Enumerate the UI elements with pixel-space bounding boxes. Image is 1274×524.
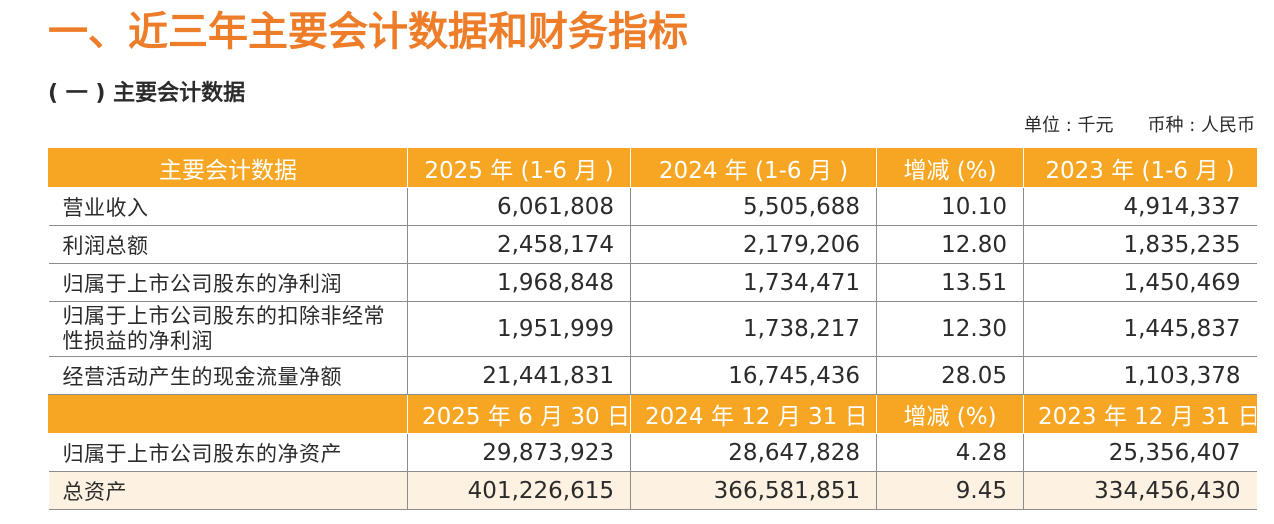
table-row: 归属于上市公司股东的扣除非经常性损益的净利润 1,951,999 1,738,2… <box>48 301 1257 357</box>
currency-label: 币种 : 人民币 <box>1147 115 1255 136</box>
unit-note: 单位 : 千元 币种 : 人民币 <box>1024 112 1255 140</box>
table-cell: 1,734,471 <box>630 263 877 302</box>
table-header-row: 主要会计数据 2025 年 (1-6 月 ) 2024 年 (1-6 月 ) 增… <box>48 148 1257 188</box>
row-label: 经营活动产生的现金流量净额 <box>48 356 408 395</box>
table-subheader-row: 2025 年 6 月 30 日 2024 年 12 月 31 日 增减 (%) … <box>48 394 1257 434</box>
page-title: 一、近三年主要会计数据和财务指标 <box>48 9 688 55</box>
table-row: 归属于上市公司股东的净利润 1,968,848 1,734,471 13.51 … <box>48 263 1257 302</box>
table-cell: 25,356,407 <box>1023 433 1257 472</box>
table-row: 营业收入 6,061,808 5,505,688 10.10 4,914,337 <box>48 187 1257 226</box>
table-cell: 5,505,688 <box>630 187 877 226</box>
table-cell: 28,647,828 <box>630 433 877 472</box>
column-header: 2025 年 6 月 30 日 <box>407 394 631 434</box>
table-cell: 10.10 <box>876 187 1024 226</box>
table-cell: 16,745,436 <box>630 356 877 395</box>
table-cell: 6,061,808 <box>407 187 631 226</box>
column-header: 增减 (%) <box>876 394 1024 434</box>
table-cell: 366,581,851 <box>630 471 877 510</box>
column-header: 增减 (%) <box>876 148 1024 188</box>
row-label: 归属于上市公司股东的净利润 <box>48 263 408 302</box>
table-cell: 29,873,923 <box>407 433 631 472</box>
table-cell: 9.45 <box>876 471 1024 510</box>
table-cell: 4.28 <box>876 433 1024 472</box>
table-cell: 28.05 <box>876 356 1024 395</box>
table-row: 归属于上市公司股东的净资产 29,873,923 28,647,828 4.28… <box>48 433 1257 472</box>
column-header: 2023 年 (1-6 月 ) <box>1023 148 1257 188</box>
table-cell: 334,456,430 <box>1023 471 1257 510</box>
section-title: ( 一 ) 主要会计数据 <box>48 81 246 106</box>
column-header <box>48 394 408 434</box>
table-cell: 2,179,206 <box>630 225 877 264</box>
column-header: 2023 年 12 月 31 日 <box>1023 394 1257 434</box>
table-cell: 12.30 <box>876 301 1024 357</box>
column-header: 2025 年 (1-6 月 ) <box>407 148 631 188</box>
table-cell: 4,914,337 <box>1023 187 1257 226</box>
table-cell: 1,738,217 <box>630 301 877 357</box>
accounting-data-table: 主要会计数据 2025 年 (1-6 月 ) 2024 年 (1-6 月 ) 增… <box>48 148 1257 510</box>
table-cell: 1,968,848 <box>407 263 631 302</box>
table-row: 经营活动产生的现金流量净额 21,441,831 16,745,436 28.0… <box>48 356 1257 395</box>
row-label: 归属于上市公司股东的净资产 <box>48 433 408 472</box>
table-cell: 12.80 <box>876 225 1024 264</box>
unit-label: 单位 : 千元 <box>1023 115 1114 136</box>
table-cell: 1,951,999 <box>407 301 631 357</box>
row-label: 利润总额 <box>48 225 408 264</box>
table-cell: 1,445,837 <box>1023 301 1257 357</box>
table-row: 总资产 401,226,615 366,581,851 9.45 334,456… <box>48 471 1257 510</box>
table-cell: 1,450,469 <box>1023 263 1257 302</box>
table-cell: 2,458,174 <box>407 225 631 264</box>
table-cell: 1,835,235 <box>1023 225 1257 264</box>
row-label: 总资产 <box>48 471 408 510</box>
table-cell: 1,103,378 <box>1023 356 1257 395</box>
table-cell: 21,441,831 <box>407 356 631 395</box>
column-header: 2024 年 12 月 31 日 <box>630 394 877 434</box>
row-label: 营业收入 <box>48 187 408 226</box>
row-label: 归属于上市公司股东的扣除非经常性损益的净利润 <box>48 301 408 357</box>
table-cell: 13.51 <box>876 263 1024 302</box>
table-row: 利润总额 2,458,174 2,179,206 12.80 1,835,235 <box>48 225 1257 264</box>
table-cell: 401,226,615 <box>407 471 631 510</box>
column-header: 2024 年 (1-6 月 ) <box>630 148 877 188</box>
column-header: 主要会计数据 <box>48 148 408 188</box>
